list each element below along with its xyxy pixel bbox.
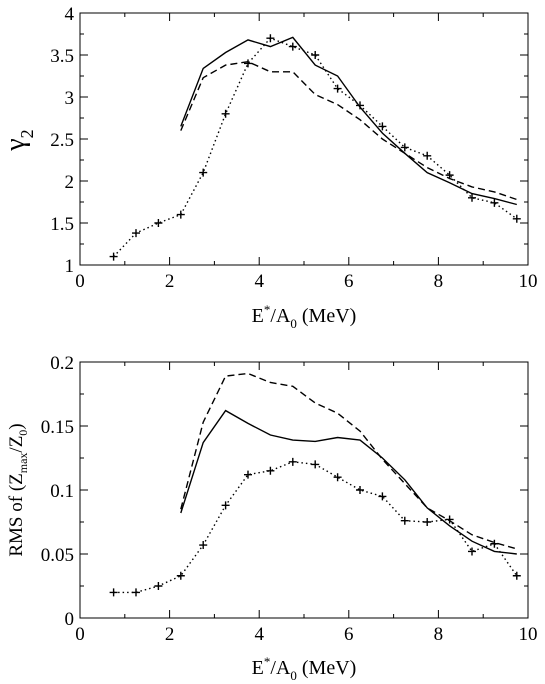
bottom-plus-marker <box>109 588 118 597</box>
bottom-plot-frame <box>79 361 529 619</box>
bottom-x-tick-label: 10 <box>519 624 538 645</box>
bottom-plus-marker <box>333 473 342 482</box>
bottom-plus-marker <box>132 588 140 597</box>
top-plus-marker <box>109 252 118 261</box>
bottom-plus-marker <box>356 486 364 494</box>
bottom-series-dashed-line <box>180 372 517 550</box>
bottom-plus-marker <box>311 460 320 469</box>
bottom-y-tick-label: 0.2 <box>50 353 74 374</box>
top-y-tick-label: 4 <box>65 4 75 25</box>
bottom-y-axis-label: RMS of (Zmax/Z0) <box>6 423 30 556</box>
top-chart: 0 2 4 6 8 10 1 1.5 2 2.5 3 3.5 4 E*/A0 (MeV) γ2 <box>0 4 538 331</box>
bottom-plus-marker <box>176 571 185 580</box>
top-plus-marker <box>266 34 275 43</box>
bottom-ticks: 0 2 4 6 8 10 0 0.05 0.1 0.15 0.2 <box>41 353 538 645</box>
top-plus-marker <box>333 84 342 93</box>
bottom-series-solid-line <box>180 409 517 555</box>
bottom-plus-marker <box>221 501 230 510</box>
top-plus-marker <box>244 59 252 68</box>
top-x-tick-label: 2 <box>165 271 175 292</box>
top-y-tick-label: 2 <box>65 172 75 193</box>
bottom-y-tick-label: 0.05 <box>41 545 74 566</box>
top-plus-marker <box>221 109 230 118</box>
top-series <box>109 34 521 261</box>
top-plus-marker <box>288 42 297 51</box>
top-y-tick-label: 3.5 <box>50 46 74 67</box>
top-x-tick-label: 4 <box>254 271 264 292</box>
bottom-y-tick-label: 0.1 <box>50 481 74 502</box>
bottom-plus-marker <box>199 541 208 550</box>
top-y-axis-label: γ2 <box>0 129 37 151</box>
bottom-x-tick-label: 8 <box>434 624 444 645</box>
bottom-chart: 0 2 4 6 8 10 0 0.05 0.1 0.15 0.2 E*/A0 (MeV) RMS o… <box>6 353 538 683</box>
bottom-plus-marker <box>244 470 252 479</box>
top-plus-marker <box>199 168 208 177</box>
bottom-plus-marker <box>378 492 387 501</box>
top-ticks: 0 2 4 6 8 10 1 1.5 2 2.5 3 3.5 4 <box>50 4 537 292</box>
top-x-axis-label: E*/A0 (MeV) <box>252 302 357 331</box>
top-plus-marker <box>378 122 387 131</box>
top-series-dashed-line <box>180 60 518 201</box>
top-x-tick-label: 10 <box>519 271 538 292</box>
top-plus-marker <box>468 193 476 202</box>
top-plus-marker <box>512 214 521 223</box>
top-plus-marker <box>445 171 454 180</box>
bottom-x-tick-label: 6 <box>344 624 354 645</box>
top-plus-marker <box>132 229 140 238</box>
bottom-series-dotted-line <box>113 461 518 594</box>
top-x-tick-label: 6 <box>344 271 354 292</box>
top-series-dotted-line <box>113 37 518 258</box>
bottom-plus-marker <box>423 518 432 526</box>
top-plus-marker <box>154 219 163 227</box>
bottom-y-tick-label: 0.15 <box>41 417 74 438</box>
bottom-plus-marker <box>445 515 454 524</box>
top-plus-marker <box>176 210 185 219</box>
bottom-y-tick-label: 0 <box>65 609 75 630</box>
top-plus-marker <box>400 143 409 152</box>
top-y-tick-label: 1.5 <box>50 214 74 235</box>
top-plus-marker <box>311 51 320 59</box>
bottom-plus-marker <box>400 516 409 525</box>
bottom-plus-marker <box>154 582 163 590</box>
bottom-x-axis-label: E*/A0 (MeV) <box>252 654 357 683</box>
bottom-series <box>109 372 521 597</box>
top-plus-marker <box>423 151 432 160</box>
top-series-solid-line <box>180 36 517 206</box>
bottom-plus-marker <box>490 539 499 548</box>
top-plus-marker <box>490 198 499 207</box>
bottom-plus-marker <box>512 571 521 580</box>
bottom-plus-marker <box>468 547 476 556</box>
bottom-x-tick-label: 0 <box>75 624 85 645</box>
top-plus-marker <box>356 101 364 110</box>
bottom-plus-marker <box>266 466 275 475</box>
bottom-plus-marker <box>288 457 297 466</box>
top-y-tick-label: 2.5 <box>50 130 74 151</box>
top-x-tick-label: 8 <box>434 271 444 292</box>
top-y-tick-label: 1 <box>65 256 75 277</box>
bottom-x-tick-label: 4 <box>254 624 264 645</box>
bottom-x-tick-label: 2 <box>165 624 175 645</box>
top-y-tick-label: 3 <box>65 88 75 109</box>
top-x-tick-label: 0 <box>75 271 85 292</box>
